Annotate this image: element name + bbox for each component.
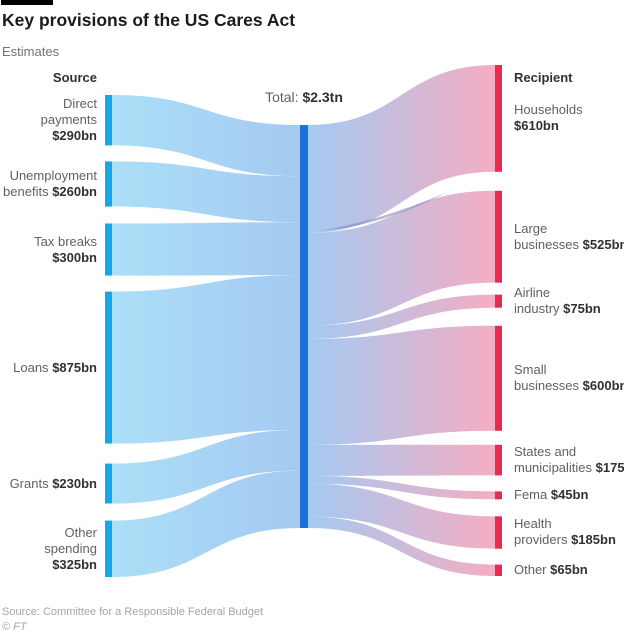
total-label-prefix: Total:	[265, 89, 299, 105]
flow-grants-to-total	[112, 429, 300, 504]
flow-total-to-large-businesses	[308, 190, 495, 326]
flow-total-to-small-businesses	[308, 325, 495, 445]
flow-direct-payments-to-total	[112, 95, 300, 177]
node-unemployment-benefits	[105, 161, 112, 207]
source-column-header: Source	[52, 70, 97, 85]
ft-top-bar	[1, 0, 53, 5]
source-label-other-spending: Other spending $325bn	[44, 525, 97, 572]
chart-subtitle: Estimates	[2, 44, 60, 59]
node-states-and-municipalities	[495, 444, 502, 476]
source-label-loans: Loans $875bn	[13, 360, 97, 375]
recipient-label-airline-industry: Airline industry $75bn	[514, 285, 601, 316]
source-label-direct-payments: Direct payments $290bn	[40, 96, 97, 143]
node-loans	[105, 291, 112, 444]
flow-total-to-households	[308, 65, 495, 233]
recipient-label-small-businesses: Small businesses $600bn	[514, 362, 624, 393]
node-grants	[105, 463, 112, 504]
node-airline-industry	[495, 294, 502, 308]
node-other-spending	[105, 520, 112, 577]
flow-total-to-states-and-municipalities	[308, 444, 495, 476]
flow-tax-breaks-to-total	[112, 222, 300, 276]
node-total	[300, 125, 308, 528]
recipient-label-fema: Fema $45bn	[514, 487, 589, 502]
data-source-note: Source: Committee for a Responsible Fede…	[2, 606, 264, 618]
node-other	[495, 564, 502, 576]
source-label-tax-breaks: Tax breaks $300bn	[34, 234, 97, 265]
node-large-businesses	[495, 190, 502, 283]
recipient-label-health-providers: Health providers $185bn	[514, 516, 616, 547]
source-label-unemployment-benefits: Unemployment benefits $260bn	[3, 168, 97, 199]
node-fema	[495, 491, 502, 500]
recipient-column-header: Recipient	[514, 70, 573, 85]
flow-other-spending-to-total	[112, 470, 300, 577]
ft-copyright: © FT	[2, 621, 27, 633]
node-households	[495, 65, 502, 172]
recipient-label-households: Households $610bn	[514, 102, 583, 133]
flow-total-to-airline-industry	[308, 294, 495, 339]
flow-total-to-other	[308, 516, 495, 576]
flow-total-to-fema	[308, 475, 495, 500]
flow-unemployment-benefits-to-total	[112, 161, 300, 223]
total-label: Total: $2.3tn	[204, 89, 404, 105]
total-value: $2.3tn	[302, 89, 343, 105]
source-label-grants: Grants $230bn	[9, 476, 97, 491]
recipient-label-large-businesses: Large businesses $525bn	[514, 221, 624, 252]
flow-total-to-health-providers	[308, 483, 495, 549]
chart-title: Key provisions of the US Cares Act	[2, 10, 296, 30]
node-direct-payments	[105, 95, 112, 146]
node-health-providers	[495, 516, 502, 549]
node-tax-breaks	[105, 223, 112, 276]
node-small-businesses	[495, 325, 502, 431]
flow-loans-to-total	[112, 275, 300, 444]
recipient-label-other: Other $65bn	[514, 562, 588, 577]
